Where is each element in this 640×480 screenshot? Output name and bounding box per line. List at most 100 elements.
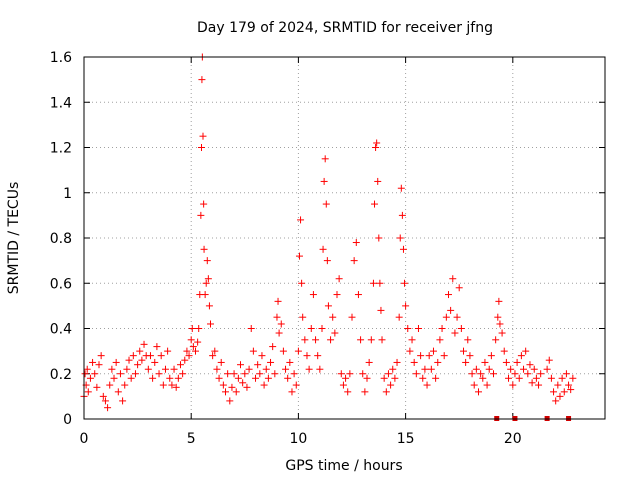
data-point [547, 374, 555, 382]
data-point [532, 374, 540, 382]
data-point [258, 352, 266, 360]
y-tick-label: 1.2 [50, 141, 72, 157]
data-point [354, 291, 362, 299]
y-tick-label: 0.8 [50, 231, 72, 247]
data-point [134, 361, 142, 369]
data-point [323, 257, 331, 265]
data-point [449, 275, 457, 283]
data-point [517, 352, 525, 360]
data-point [116, 370, 124, 378]
data-point [86, 374, 94, 382]
x-tick-label: 5 [187, 431, 196, 447]
data-point [377, 306, 385, 314]
data-point [500, 347, 508, 355]
data-point [241, 370, 249, 378]
data-point [121, 381, 129, 389]
data-point [279, 347, 287, 355]
data-point [432, 374, 440, 382]
data-point [483, 381, 491, 389]
x-tick-label: 15 [397, 431, 415, 447]
data-point [146, 352, 154, 360]
data-point [537, 370, 545, 378]
data-point [397, 184, 405, 192]
data-point [226, 397, 234, 405]
data-point [201, 291, 209, 299]
data-point [380, 374, 388, 382]
data-points [80, 53, 577, 421]
data-point [273, 313, 281, 321]
data-point [197, 144, 205, 151]
data-point [552, 397, 560, 405]
data-point [316, 365, 324, 373]
data-point [387, 381, 395, 389]
y-tick-label: 1.6 [50, 50, 72, 66]
data-point [412, 370, 420, 378]
data-point [191, 347, 199, 355]
data-point [84, 388, 92, 396]
data-point [423, 381, 431, 389]
data-point [200, 245, 208, 253]
data-point [451, 329, 459, 337]
data-point [215, 374, 223, 382]
data-point [183, 347, 191, 355]
data-point [157, 352, 165, 360]
data-point [284, 374, 292, 382]
data-point [230, 370, 238, 378]
data-point [436, 336, 444, 344]
x-tick-label: 20 [504, 431, 522, 447]
data-point [320, 177, 328, 185]
data-point [170, 365, 178, 373]
data-point [153, 343, 161, 351]
data-point [312, 336, 320, 344]
data-point [427, 365, 435, 373]
data-point [185, 352, 193, 360]
data-point [410, 358, 418, 366]
data-point [545, 356, 553, 364]
data-point [234, 374, 242, 382]
data-point [374, 177, 382, 185]
data-point [567, 386, 575, 394]
data-point [401, 279, 409, 287]
data-point [373, 139, 381, 147]
data-point [447, 306, 455, 314]
data-point [485, 365, 493, 373]
data-point [303, 352, 311, 360]
y-tick-label: 0.2 [50, 367, 72, 383]
data-point [367, 336, 375, 344]
data-point [123, 365, 131, 373]
data-point [348, 313, 356, 321]
data-point [337, 370, 345, 378]
data-point [457, 325, 465, 332]
data-point [91, 370, 99, 378]
data-point [217, 358, 225, 366]
data-point [417, 352, 425, 360]
data-point [395, 313, 403, 321]
data-point [477, 370, 485, 378]
data-point [331, 329, 339, 337]
data-point [219, 381, 227, 389]
data-point [509, 381, 517, 389]
data-point [365, 358, 373, 366]
data-point [350, 257, 358, 265]
data-point [110, 374, 118, 382]
data-point [271, 370, 279, 378]
data-point [131, 370, 139, 378]
data-point [106, 381, 114, 389]
data-point [408, 336, 416, 344]
data-point [498, 329, 506, 337]
data-point [222, 388, 230, 396]
data-point [322, 200, 330, 208]
data-point [321, 155, 329, 163]
data-point [487, 352, 495, 360]
data-point [459, 347, 467, 355]
data-point [108, 365, 116, 373]
data-point [260, 381, 268, 389]
data-point [357, 336, 365, 344]
data-point [318, 325, 326, 332]
data-point [127, 374, 135, 382]
data-point [200, 200, 208, 208]
data-point [97, 352, 105, 360]
data-point [562, 370, 570, 378]
data-point [144, 365, 152, 373]
data-point [294, 347, 302, 355]
